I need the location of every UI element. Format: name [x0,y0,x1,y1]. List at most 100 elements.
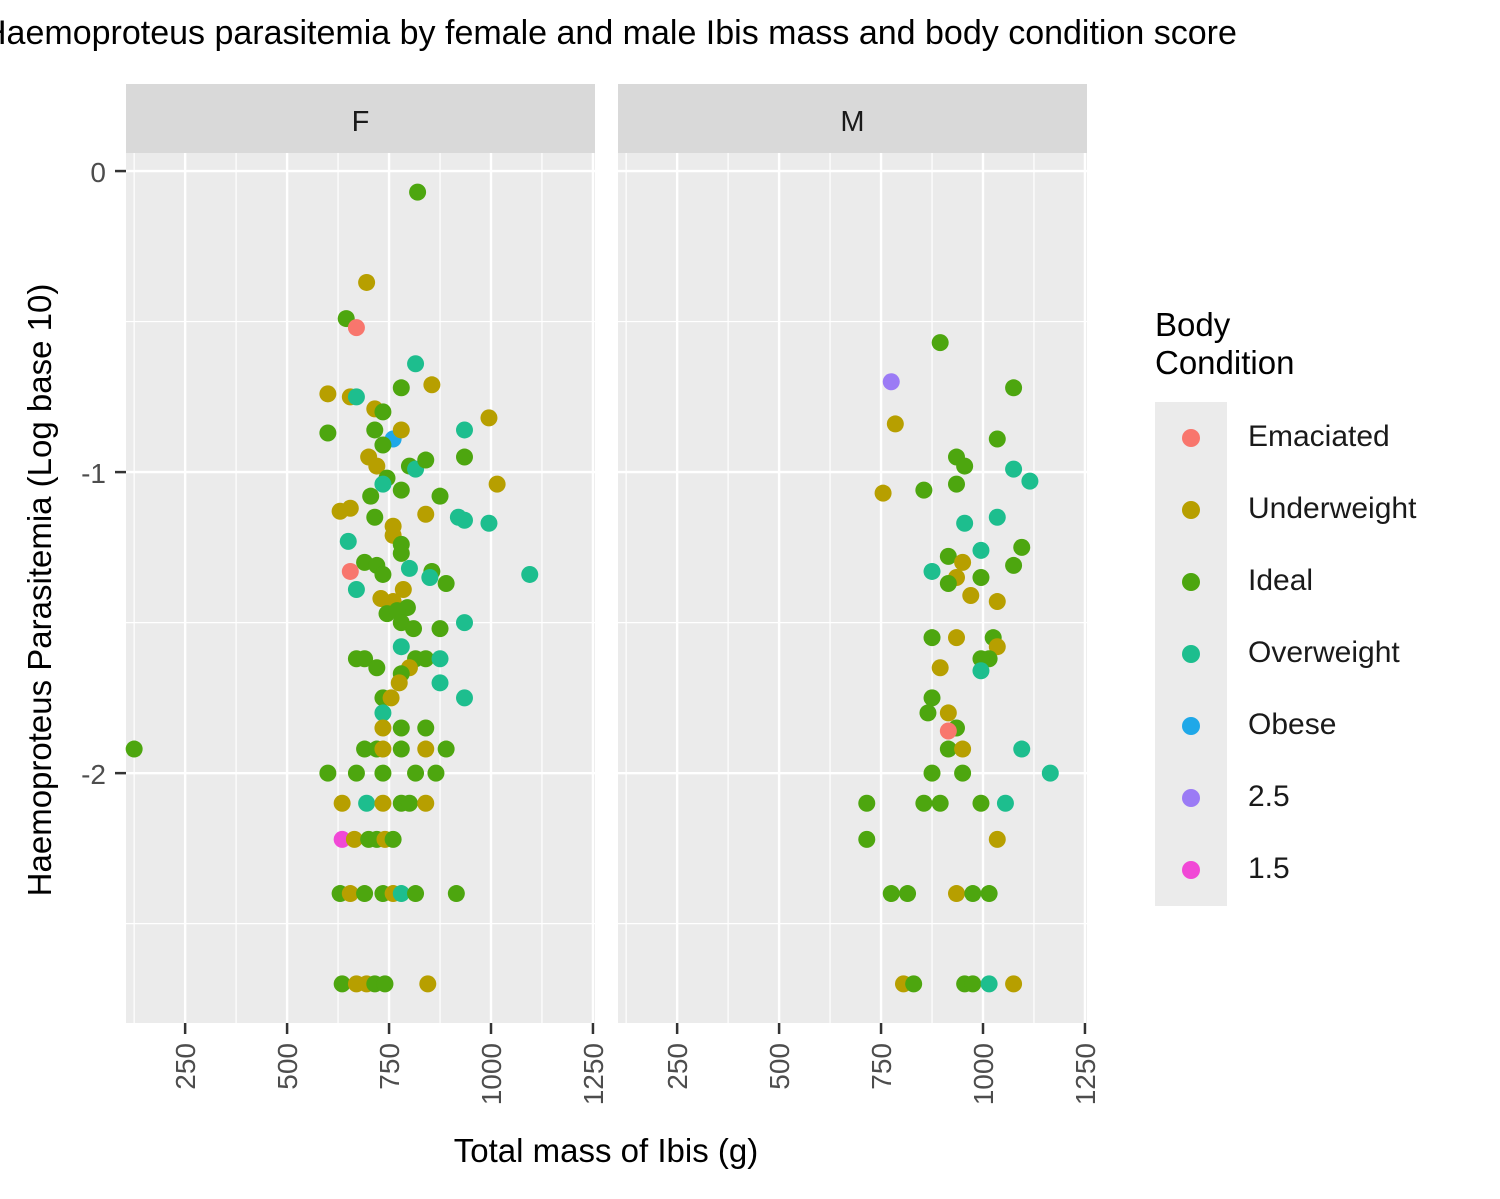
data-point [939,704,957,722]
facet-strip [618,84,1087,153]
legend-item: Obese [1155,690,1336,762]
data-point [437,574,455,592]
data-point [356,740,374,758]
legend-item: 2.5 [1155,762,1290,834]
data-point [339,532,357,550]
data-point [347,319,365,337]
data-point [374,740,392,758]
data-point [962,587,980,605]
y-tick-label: 0 [90,157,106,188]
y-axis-title: Haemoproteus Parasitemia (Log base 10) [21,283,58,897]
data-point [964,885,982,903]
data-point [392,481,410,499]
data-point [1041,764,1059,782]
data-point [988,638,1006,656]
legend-keys: Emaciated Underweight Ideal Overweight Obese… [1155,402,1416,906]
data-point [356,650,374,668]
data-point [374,475,392,493]
x-tick-label: 1250 [1070,1043,1101,1105]
data-point [939,547,957,565]
x-tick-label: 250 [662,1043,693,1090]
data-point [1021,472,1039,490]
data-point [356,885,374,903]
legend-label: 2.5 [1248,780,1290,813]
data-point [417,740,435,758]
facet-label: M [840,106,864,138]
data-point [956,457,974,475]
data-point [431,487,449,505]
x-axis-title: Total mass of Ibis (g) [453,1132,759,1169]
facet-label: F [352,106,370,138]
data-point [988,430,1006,448]
data-point [905,975,923,993]
legend-label: 1.5 [1248,852,1290,885]
data-point [374,704,392,722]
legend-swatch [1182,861,1200,879]
data-point [1005,556,1023,574]
data-point [341,499,359,517]
data-point [382,689,400,707]
data-point [392,740,410,758]
data-point [333,794,351,812]
data-point [939,740,957,758]
data-point [347,581,365,599]
data-point [417,650,435,668]
data-point [374,794,392,812]
data-point [319,424,337,442]
data-point [347,388,365,406]
data-point [417,794,435,812]
x-tick-label: 500 [764,1043,795,1090]
data-point [1005,460,1023,478]
legend-swatch [1182,573,1200,591]
data-point [400,794,418,812]
x-tick-label: 750 [374,1043,405,1090]
legend-label: Overweight [1248,636,1400,669]
data-point [923,689,941,707]
data-point [882,373,900,391]
x-tick-label: 1000 [476,1043,507,1105]
data-point [488,475,506,493]
legend-swatch [1182,717,1200,735]
x-tick-label: 1250 [578,1043,609,1105]
data-point [954,740,972,758]
data-point [972,650,990,668]
data-point [333,830,351,848]
data-point [431,674,449,692]
data-point [939,574,957,592]
data-point [437,740,455,758]
data-point [455,448,473,466]
data-point [362,487,380,505]
legend-label: Underweight [1248,492,1417,525]
data-point [455,614,473,632]
data-point [392,421,410,439]
data-point [409,183,427,201]
data-point [947,629,965,647]
data-point [455,689,473,707]
data-point [954,764,972,782]
data-point [400,559,418,577]
y-tick-label: -2 [81,759,106,790]
data-point [333,975,351,993]
data-point [392,379,410,397]
x-tick-label: 250 [170,1043,201,1090]
data-point [988,830,1006,848]
data-point [392,885,410,903]
data-point [480,409,498,427]
data-point [988,593,1006,611]
data-point [882,885,900,903]
chart-title: Haemoproteus parasitemia by female and m… [0,14,1237,52]
data-point [1013,538,1031,556]
data-point [347,764,365,782]
data-point [964,975,982,993]
data-point [374,719,392,737]
data-point [923,629,941,647]
data-point [923,562,941,580]
data-point [956,514,974,532]
data-point [455,511,473,529]
data-point [988,508,1006,526]
data-point [417,505,435,523]
data-point [374,565,392,583]
legend-swatch [1182,429,1200,447]
data-point [931,794,949,812]
data-point [915,794,933,812]
